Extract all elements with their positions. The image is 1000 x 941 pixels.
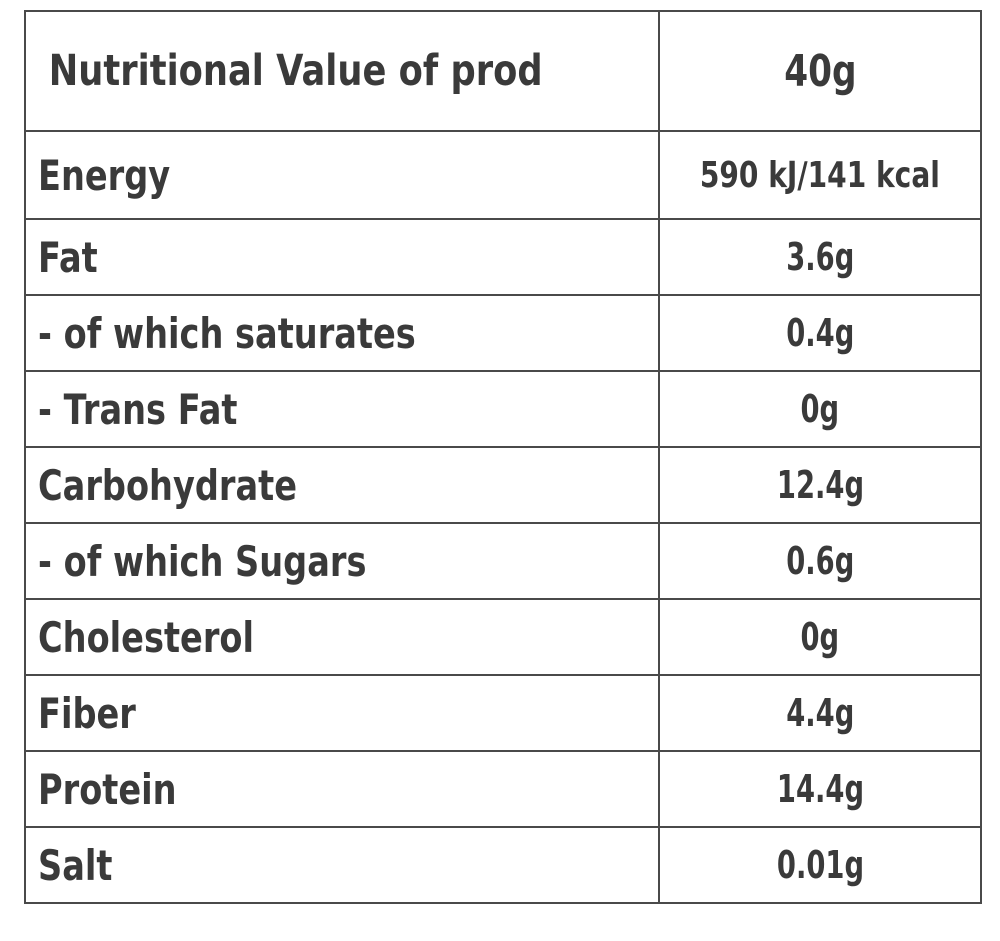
nutrient-value: 0g [800, 615, 840, 659]
nutrient-value: 14.4g [776, 767, 864, 811]
table-row: Cholesterol 0g [24, 598, 982, 676]
nutrient-value: 0.01g [776, 843, 864, 887]
nutrient-label: Energy [38, 150, 171, 200]
nutrient-label: Fiber [38, 688, 136, 738]
nutrient-label-cell: Fiber [24, 674, 660, 752]
header-label: Nutritional Value of product [48, 46, 543, 96]
nutrient-label-cell: Fat [24, 218, 660, 296]
nutrient-label: Salt [38, 840, 113, 890]
nutrient-value-cell: 590 kJ/141 kcal [658, 130, 982, 220]
nutrient-value: 590 kJ/141 kcal [699, 154, 941, 196]
nutrient-value-cell: 12.4g [658, 446, 982, 524]
nutrient-value-cell: 0.6g [658, 522, 982, 600]
table-row: Carbohydrate 12.4g [24, 446, 982, 524]
nutrient-value-cell: 3.6g [658, 218, 982, 296]
nutrient-value-cell: 0.01g [658, 826, 982, 904]
table-header-row: Nutritional Value of product 40g [24, 10, 982, 132]
table-row: - of which saturates 0.4g [24, 294, 982, 372]
nutrient-value-cell: 0.4g [658, 294, 982, 372]
nutrient-label-cell: Cholesterol [24, 598, 660, 676]
nutrient-label-cell: Energy [24, 130, 660, 220]
header-value: 40g [783, 45, 857, 97]
table-row: Salt 0.01g [24, 826, 982, 904]
nutrient-value: 3.6g [785, 235, 855, 279]
nutrient-label-cell: Salt [24, 826, 660, 904]
nutrient-value-cell: 14.4g [658, 750, 982, 828]
nutrient-value: 0g [800, 387, 840, 431]
nutrient-value: 0.4g [785, 311, 855, 355]
table-row: Fat 3.6g [24, 218, 982, 296]
nutrient-value-cell: 0g [658, 598, 982, 676]
header-value-cell: 40g [658, 10, 982, 132]
nutrient-label: Cholesterol [38, 612, 254, 662]
nutrient-label-cell: - of which Sugars [24, 522, 660, 600]
nutrient-value-cell: 4.4g [658, 674, 982, 752]
nutrient-value: 4.4g [785, 691, 855, 735]
nutrient-label: Protein [38, 764, 177, 814]
table-row: - of which Sugars 0.6g [24, 522, 982, 600]
nutrient-label: Carbohydrate [38, 460, 298, 510]
nutrient-label: - of which saturates [38, 308, 416, 358]
table-row: Protein 14.4g [24, 750, 982, 828]
table-row: - Trans Fat 0g [24, 370, 982, 448]
nutrient-label: - Trans Fat [38, 384, 238, 434]
nutrient-value: 0.6g [785, 539, 855, 583]
nutrient-label-cell: Protein [24, 750, 660, 828]
nutrient-label-cell: - of which saturates [24, 294, 660, 372]
nutrient-label-cell: - Trans Fat [24, 370, 660, 448]
header-label-cell: Nutritional Value of product [24, 10, 546, 132]
nutrient-value-cell: 0g [658, 370, 982, 448]
table-row: Fiber 4.4g [24, 674, 982, 752]
nutrient-value: 12.4g [776, 463, 864, 507]
table-row: Energy 590 kJ/141 kcal [24, 130, 982, 220]
nutrient-label: - of which Sugars [38, 536, 367, 586]
nutrition-table: Nutritional Value of product 40g Energy … [24, 10, 982, 904]
nutrient-label: Fat [38, 232, 98, 282]
nutrient-label-cell: Carbohydrate [24, 446, 660, 524]
